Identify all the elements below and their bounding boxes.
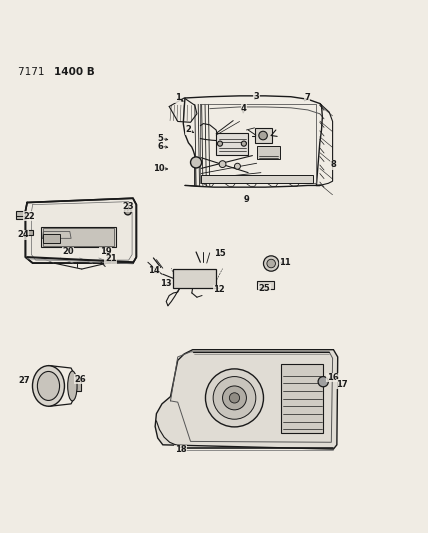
- Bar: [257, 281, 274, 289]
- Text: 15: 15: [214, 249, 226, 258]
- Text: 3: 3: [254, 92, 259, 101]
- Text: 14: 14: [148, 266, 159, 275]
- Circle shape: [219, 161, 226, 167]
- Bar: [73, 381, 81, 391]
- Bar: [255, 128, 272, 143]
- Circle shape: [259, 131, 268, 140]
- Text: 20: 20: [62, 247, 74, 256]
- Text: 18: 18: [175, 446, 187, 455]
- Circle shape: [44, 382, 53, 390]
- Bar: [257, 146, 280, 159]
- Circle shape: [217, 141, 223, 146]
- Bar: [281, 364, 323, 433]
- Circle shape: [178, 278, 184, 285]
- Bar: [173, 269, 216, 288]
- Bar: [26, 230, 33, 236]
- Bar: [201, 175, 313, 183]
- Ellipse shape: [68, 371, 77, 401]
- Text: 10: 10: [153, 164, 164, 173]
- Circle shape: [190, 157, 202, 168]
- Circle shape: [40, 377, 57, 394]
- Text: 8: 8: [330, 160, 336, 169]
- Text: 7: 7: [304, 93, 310, 102]
- Bar: [16, 211, 25, 219]
- Text: 23: 23: [122, 203, 134, 211]
- Text: 13: 13: [160, 279, 172, 288]
- Text: 24: 24: [17, 230, 29, 239]
- Text: 17: 17: [336, 379, 348, 389]
- Text: 6: 6: [158, 142, 163, 151]
- Text: 7171: 7171: [18, 67, 51, 77]
- Text: 12: 12: [213, 286, 225, 294]
- Text: 11: 11: [279, 258, 291, 266]
- Circle shape: [264, 256, 279, 271]
- Circle shape: [267, 259, 276, 268]
- Text: 22: 22: [24, 212, 36, 221]
- Ellipse shape: [37, 372, 59, 400]
- Circle shape: [205, 369, 264, 427]
- Text: 1400 B: 1400 B: [54, 67, 95, 77]
- Text: 25: 25: [259, 284, 270, 293]
- Text: 4: 4: [241, 104, 247, 113]
- Text: 1: 1: [175, 93, 181, 102]
- Text: 5: 5: [158, 134, 163, 143]
- Circle shape: [223, 386, 247, 410]
- Bar: [41, 227, 116, 247]
- Bar: [42, 234, 59, 244]
- Ellipse shape: [33, 366, 65, 406]
- Text: 2: 2: [185, 125, 191, 134]
- Circle shape: [229, 393, 240, 403]
- Text: 9: 9: [244, 195, 249, 204]
- Circle shape: [241, 141, 247, 146]
- Polygon shape: [25, 198, 137, 263]
- Bar: [216, 133, 248, 155]
- Circle shape: [125, 208, 131, 215]
- Bar: [43, 228, 114, 246]
- Polygon shape: [155, 350, 338, 449]
- Circle shape: [235, 163, 241, 169]
- Text: 21: 21: [105, 254, 117, 263]
- Text: 26: 26: [74, 375, 86, 384]
- Circle shape: [318, 377, 328, 387]
- Text: 16: 16: [327, 373, 339, 382]
- Circle shape: [213, 377, 256, 419]
- Text: 27: 27: [19, 376, 30, 385]
- Text: 19: 19: [100, 247, 111, 256]
